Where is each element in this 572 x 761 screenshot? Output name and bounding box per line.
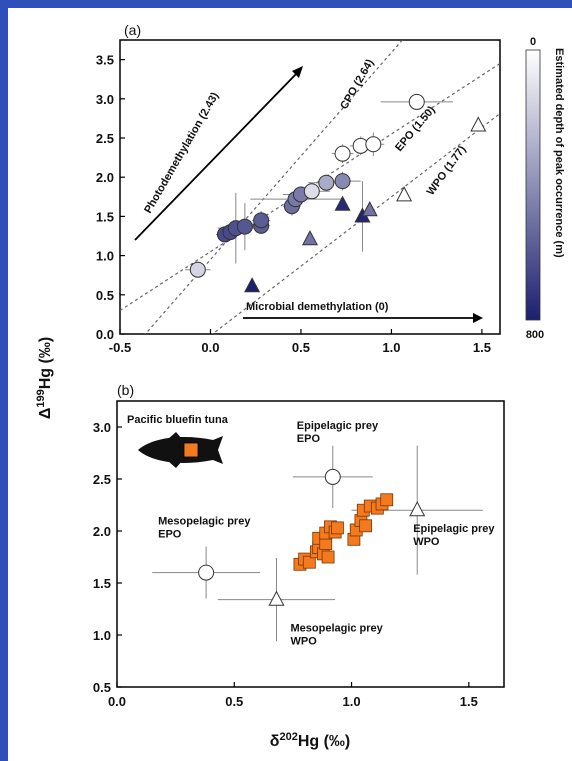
y-tick-label-b: 1.5: [93, 576, 111, 591]
tuna-legend-title: Pacific bluefin tuna: [127, 414, 229, 426]
prey-label-line: Mesopelagic prey: [290, 623, 383, 635]
data-point-triangle: [244, 277, 261, 293]
x-tick-label-b: 1.5: [460, 694, 478, 709]
regression-line: [144, 40, 404, 334]
prey-label: Mesopelagic prey EPO: [158, 516, 251, 541]
tuna-data-point: [321, 550, 335, 564]
prey-label-line: WPO: [290, 636, 317, 648]
prey-label: Epipelagic prey EPO: [297, 420, 379, 445]
data-point-triangle: [301, 230, 319, 246]
data-point-triangle: [470, 116, 487, 132]
wpo-line-label: WPO (1.77): [425, 143, 469, 197]
tuna-data-point: [302, 555, 316, 569]
y-tick-label-a: 3.5: [96, 53, 114, 68]
regression-lines: [120, 40, 500, 334]
prey-label-line: WPO: [413, 536, 440, 548]
y-tick-label-a: 2.5: [96, 131, 114, 146]
prey-label: Mesopelagic prey WPO: [290, 623, 383, 648]
colorbar-max-label: 800: [526, 329, 544, 341]
panel-a-plot-area: [119, 39, 501, 335]
data-point-circle: [334, 173, 351, 190]
panel-b-plot-area: [116, 400, 505, 688]
data-point-circle: [303, 183, 320, 200]
prey-label-line: EPO: [158, 529, 182, 541]
microbial-demethylation-arrow: Microbial demethylation (0): [243, 301, 483, 323]
panel-b-label: (b): [117, 382, 134, 398]
x-tick-label-a: -0.5: [109, 340, 131, 355]
prey-point-circle: [324, 468, 341, 485]
prey-label-line: Epipelagic prey: [297, 420, 379, 432]
y-tick-label-a: 2.0: [96, 170, 114, 185]
data-point-triangle: [334, 195, 351, 211]
data-points-a: [189, 93, 487, 293]
y-tick-label-a: 1.0: [96, 249, 114, 264]
tuna-data-point: [380, 493, 394, 507]
y-tick-label-a: 1.5: [96, 209, 114, 224]
prey-label-line: EPO: [297, 433, 321, 445]
y-tick-label-b: 2.5: [93, 472, 111, 487]
data-point-circle: [318, 174, 335, 191]
data-point-triangle: [396, 186, 413, 202]
axes-b: 0.0 0.5 1.0 1.50.51.01.52.02.53.0: [93, 420, 478, 709]
prey-label: Epipelagic prey WPO: [413, 523, 495, 548]
y-tick-label-a: 0.0: [96, 327, 114, 342]
data-points-b: [198, 468, 426, 606]
colorbar-min-label: 0: [530, 36, 536, 48]
cpo-line-label: CPO (2.64): [338, 57, 376, 111]
microbial-demethylation-label: Microbial demethylation (0): [246, 301, 389, 313]
tuna-data-point: [359, 519, 373, 533]
prey-label-line: Mesopelagic prey: [158, 516, 251, 528]
y-tick-label-b: 3.0: [93, 420, 111, 435]
colorbar-title: Estimated depth of peak occurrence (m): [553, 48, 565, 258]
depth-colorbar: [525, 49, 541, 321]
x-tick-label-b: 0.5: [225, 694, 243, 709]
panel-a-label: (a): [124, 22, 141, 38]
prey-point-circle: [198, 564, 215, 581]
y-axis-label: Δ199Hg (‰): [35, 337, 54, 419]
data-point-circle: [365, 136, 382, 153]
y-tick-label-a: 0.5: [96, 288, 114, 303]
x-tick-label-b: 0.0: [108, 694, 126, 709]
x-tick-label-b: 1.0: [343, 694, 361, 709]
x-axis-label: δ202Hg (‰): [270, 731, 351, 750]
photodemethylation-arrow: Photodemethylation (2.43): [134, 66, 303, 241]
axes-a: -0.5 0.0 0.5 1.0 1.50.00.51.01.52.02.53.03.5: [96, 53, 491, 355]
x-tick-label-a: 1.5: [473, 340, 491, 355]
y-tick-label-b: 0.5: [93, 680, 111, 695]
data-point-triangle: [361, 201, 378, 217]
x-tick-label-a: 0.5: [292, 340, 310, 355]
photodemethylation-label: Photodemethylation (2.43): [142, 90, 221, 215]
prey-point-triangle: [268, 590, 285, 606]
prey-label-line: Epipelagic prey: [413, 523, 495, 535]
x-tick-label-a: 0.0: [201, 340, 219, 355]
x-tick-label-a: 1.0: [382, 340, 400, 355]
tuna-icon: [138, 432, 223, 468]
epo-line-label: EPO (1.50): [393, 104, 438, 154]
y-tick-label-a: 3.0: [96, 92, 114, 107]
tuna-data-point: [331, 521, 344, 535]
y-tick-label-b: 2.0: [93, 524, 111, 539]
data-point-circle: [253, 212, 270, 229]
regression-line-labels: CPO (2.64) EPO (1.50) WPO (1.77): [338, 57, 469, 198]
data-point-circle: [189, 261, 206, 278]
y-tick-label-b: 1.0: [93, 628, 111, 643]
data-point-circle: [236, 218, 253, 235]
data-point-circle: [334, 145, 351, 162]
prey-point-triangle: [409, 501, 426, 517]
data-point-circle: [408, 93, 425, 110]
